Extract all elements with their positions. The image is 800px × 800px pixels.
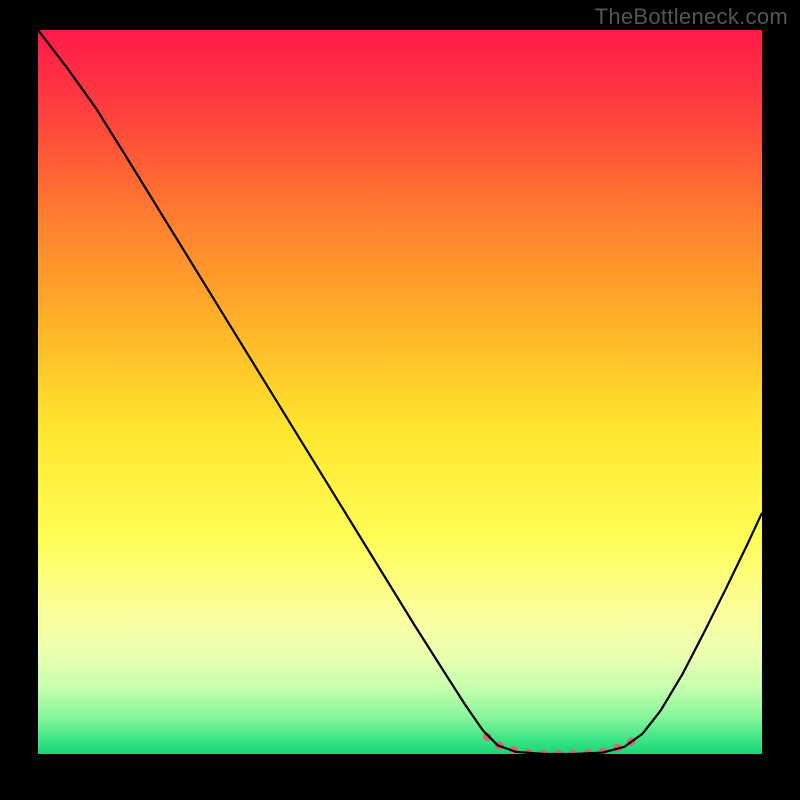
chart-curve-layer bbox=[38, 30, 762, 754]
watermark-text: TheBottleneck.com bbox=[595, 4, 788, 30]
chart-main-curve bbox=[38, 30, 762, 754]
chart-highlight-segment bbox=[487, 735, 640, 754]
chart-plot-area bbox=[38, 30, 762, 754]
